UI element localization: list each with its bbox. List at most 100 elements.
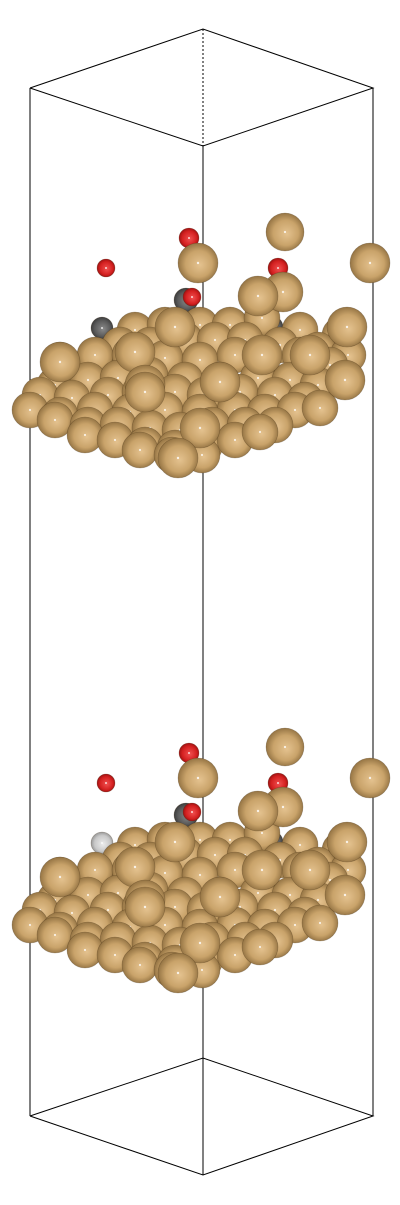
atom-highlight <box>318 921 322 925</box>
atom-highlight <box>93 353 97 357</box>
atom-highlight <box>198 426 202 430</box>
atom-highlight <box>277 267 279 269</box>
atom-highlight <box>133 865 137 869</box>
atom-highlight <box>308 868 312 872</box>
atom-highlight <box>200 453 204 457</box>
atom-highlight <box>198 873 202 877</box>
atom-highlight <box>116 376 120 380</box>
atom-highlight <box>70 911 74 915</box>
atom-highlight <box>346 353 350 357</box>
atom-highlight <box>213 853 217 857</box>
atom-highlight <box>218 895 222 899</box>
atom-highlight <box>28 923 32 927</box>
atom-highlight <box>260 353 264 357</box>
atom-highlight <box>188 752 190 754</box>
cell-top-face <box>29 28 375 147</box>
atom-highlight <box>260 868 264 872</box>
atom-highlight <box>105 267 107 269</box>
atom-highlight <box>173 390 177 394</box>
atom-highlight <box>113 438 117 442</box>
atom-highlight <box>198 323 202 327</box>
atom-highlight <box>173 325 177 329</box>
atom-highlight <box>101 327 103 329</box>
atom-highlight <box>163 408 167 412</box>
atom-highlight <box>256 294 260 298</box>
atom-highlight <box>101 842 103 844</box>
atom-highlight <box>176 971 180 975</box>
atom-highlight <box>106 393 110 397</box>
atom-highlight <box>58 875 62 879</box>
atom-highlight <box>133 843 137 847</box>
atom-highlight <box>281 805 285 809</box>
atom-highlight <box>345 325 349 329</box>
atom-highlight <box>198 838 202 842</box>
atom-highlight <box>218 380 222 384</box>
atom-highlight <box>105 782 107 784</box>
atom-highlight <box>258 430 262 434</box>
unit-cell-box <box>29 28 375 1176</box>
atom-highlight <box>143 905 147 909</box>
atoms-layer <box>11 212 391 994</box>
atom-highlight <box>277 782 279 784</box>
atom-highlight <box>198 358 202 362</box>
atom-highlight <box>328 363 332 367</box>
atom-highlight <box>200 968 204 972</box>
atom-highlight <box>283 745 287 749</box>
atom-highlight <box>238 390 242 394</box>
atom-highlight <box>163 356 167 360</box>
atom-highlight <box>281 290 285 294</box>
atom-highlight <box>298 843 302 847</box>
atom-highlight <box>70 396 74 400</box>
atom-highlight <box>343 893 347 897</box>
atom-highlight <box>163 923 167 927</box>
atom-highlight <box>288 378 292 382</box>
atom-highlight <box>173 905 177 909</box>
atom-highlight <box>198 941 202 945</box>
atom-highlight <box>86 893 90 897</box>
atom-highlight <box>256 891 260 895</box>
atom-highlight <box>256 376 260 380</box>
atom-highlight <box>143 390 147 394</box>
atom-highlight <box>260 316 264 320</box>
atom-highlight <box>233 953 237 957</box>
atom-highlight <box>293 923 297 927</box>
atom-highlight <box>83 433 87 437</box>
atom-highlight <box>260 831 264 835</box>
atom-highlight <box>298 328 302 332</box>
atom-highlight <box>273 908 277 912</box>
atom-highlight <box>228 323 232 327</box>
atom-highlight <box>163 871 167 875</box>
atom-highlight <box>191 296 193 298</box>
atom-highlight <box>116 891 120 895</box>
atom-highlight <box>328 878 332 882</box>
atom-highlight <box>196 261 200 265</box>
atom-highlight <box>346 868 350 872</box>
atom-highlight <box>228 838 232 842</box>
atom-highlight <box>173 840 177 844</box>
atom-highlight <box>316 898 320 902</box>
atom-highlight <box>258 945 262 949</box>
atom-highlight <box>138 448 142 452</box>
atom-highlight <box>213 338 217 342</box>
atom-highlight <box>133 350 137 354</box>
atom-highlight <box>138 963 142 967</box>
atom-highlight <box>256 809 260 813</box>
atom-highlight <box>368 261 372 265</box>
atom-highlight <box>196 776 200 780</box>
atom-highlight <box>308 353 312 357</box>
atom-highlight <box>345 840 349 844</box>
atom-highlight <box>176 456 180 460</box>
atom-highlight <box>188 237 190 239</box>
atom-highlight <box>53 933 57 937</box>
atom-highlight <box>113 953 117 957</box>
atom-highlight <box>238 905 242 909</box>
atom-highlight <box>233 868 237 872</box>
atom-highlight <box>343 378 347 382</box>
atom-highlight <box>191 811 193 813</box>
atom-highlight <box>293 408 297 412</box>
atom-highlight <box>93 868 97 872</box>
atom-highlight <box>288 893 292 897</box>
atom-highlight <box>273 393 277 397</box>
atom-highlight <box>318 406 322 410</box>
